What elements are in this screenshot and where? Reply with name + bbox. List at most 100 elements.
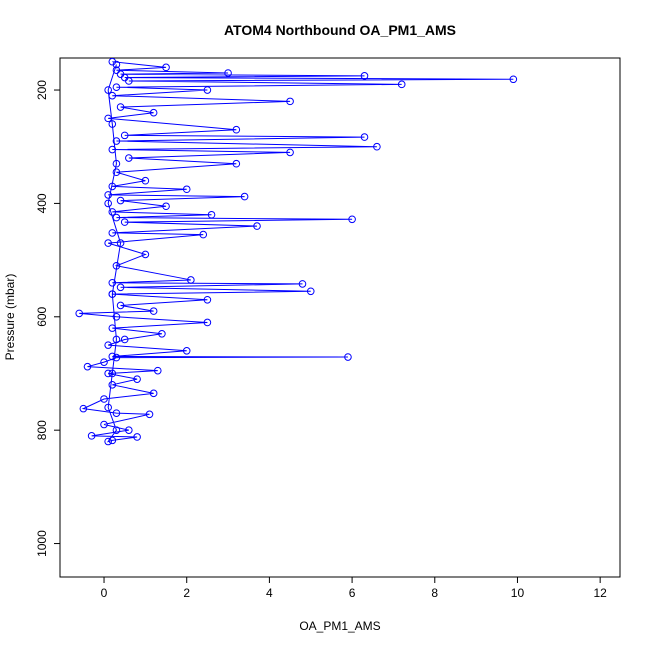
- data-point: [108, 352, 117, 361]
- data-point: [112, 137, 121, 145]
- data-point: [125, 154, 133, 162]
- data-point: [104, 199, 112, 208]
- data-point: [112, 335, 121, 344]
- data-point: [108, 369, 117, 378]
- data-point: [100, 358, 108, 366]
- data-point: [116, 239, 125, 247]
- data-point: [112, 83, 121, 91]
- data-point: [108, 208, 117, 216]
- data-point: [116, 283, 125, 292]
- data-point: [108, 278, 117, 287]
- y-tick-label: 1000: [35, 530, 49, 557]
- data-point: [125, 77, 133, 85]
- data-point: [112, 426, 121, 434]
- plot-frame: [59, 57, 621, 578]
- data-point: [104, 437, 112, 446]
- data-point: [149, 108, 158, 117]
- data-point: [253, 222, 261, 230]
- data-point: [182, 347, 191, 355]
- data-point: [120, 131, 129, 140]
- data-point: [104, 114, 112, 123]
- data-point: [112, 66, 121, 74]
- data-point: [116, 103, 125, 111]
- data-point: [104, 341, 112, 349]
- data-point: [141, 176, 150, 185]
- data-point: [112, 168, 121, 177]
- data-point: [125, 426, 133, 434]
- x-tick-label: 12: [593, 586, 607, 600]
- data-point: [108, 91, 117, 100]
- x-tick-label: 0: [101, 586, 108, 600]
- data-point: [108, 290, 117, 298]
- x-tick-label: 8: [431, 586, 438, 600]
- data-point: [360, 72, 369, 80]
- data-point: [108, 381, 117, 389]
- data-point: [203, 318, 212, 327]
- x-axis-label: OA_PM1_AMS: [299, 619, 380, 633]
- data-point: [100, 395, 108, 403]
- x-tick-label: 6: [349, 586, 356, 600]
- data-point: [133, 433, 141, 441]
- data-point: [108, 145, 117, 154]
- data-point: [306, 287, 315, 296]
- data-point: [298, 280, 307, 288]
- data-point: [108, 324, 117, 332]
- data-point: [120, 335, 129, 344]
- data-point: [112, 312, 121, 321]
- data-point: [199, 230, 208, 239]
- chart-title: ATOM4 Northbound OA_PM1_AMS: [224, 22, 456, 38]
- data-point: [232, 125, 241, 134]
- data-point: [344, 353, 352, 361]
- data-point: [104, 239, 112, 247]
- data-point: [158, 329, 166, 338]
- data-point: [373, 142, 381, 151]
- data-point: [112, 261, 121, 270]
- data-point: [108, 229, 117, 237]
- data-point: [232, 159, 241, 168]
- data-point: [120, 218, 129, 226]
- data-point: [116, 196, 125, 205]
- y-tick-label: 200: [35, 80, 49, 100]
- data-point: [224, 69, 232, 77]
- data-point: [509, 75, 518, 84]
- data-point: [112, 60, 121, 69]
- y-axis-label: Pressure (mbar): [3, 274, 17, 361]
- data-point: [203, 86, 212, 94]
- data-point: [104, 369, 112, 378]
- data-point: [87, 432, 96, 440]
- data-point: [133, 375, 141, 383]
- data-point: [108, 182, 117, 191]
- data-point: [79, 404, 88, 413]
- data-point: [108, 120, 117, 128]
- data-point: [108, 436, 117, 445]
- data-point: [162, 63, 170, 72]
- data-point: [286, 148, 294, 157]
- data-point: [397, 80, 406, 89]
- data-point: [112, 159, 121, 168]
- data-point: [203, 295, 212, 304]
- data-point: [240, 192, 249, 201]
- data-point: [149, 389, 158, 398]
- data-point: [116, 301, 125, 310]
- y-tick-label: 800: [35, 420, 49, 440]
- data-point: [83, 362, 92, 371]
- data-point: [286, 97, 294, 106]
- data-point: [145, 410, 154, 419]
- data-point: [348, 215, 356, 224]
- data-line: [79, 61, 514, 443]
- data-point: [104, 403, 112, 412]
- data-point: [187, 276, 195, 284]
- x-tick-label: 10: [511, 586, 525, 600]
- data-point: [141, 250, 150, 259]
- data-point: [153, 366, 162, 375]
- x-tick-label: 4: [266, 586, 273, 600]
- data-point: [104, 86, 112, 94]
- data-point: [182, 185, 191, 194]
- x-tick-label: 2: [183, 586, 190, 600]
- y-tick-label: 400: [35, 193, 49, 213]
- data-point: [360, 133, 369, 141]
- data-point: [112, 213, 121, 222]
- data-point: [207, 210, 216, 219]
